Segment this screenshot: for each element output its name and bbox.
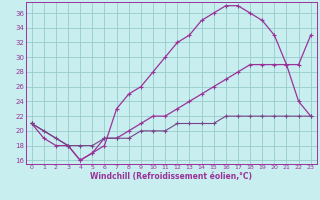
- X-axis label: Windchill (Refroidissement éolien,°C): Windchill (Refroidissement éolien,°C): [90, 172, 252, 181]
